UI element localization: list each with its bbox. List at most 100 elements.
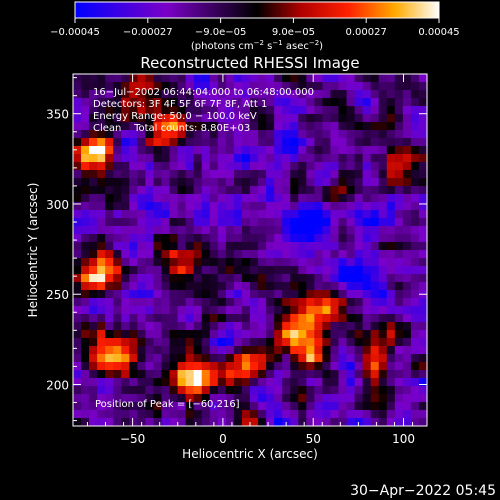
heatmap-cell <box>306 362 315 371</box>
heatmap-cell <box>137 202 147 211</box>
heatmap-cell <box>193 234 203 243</box>
heatmap-cell <box>201 354 211 363</box>
heatmap-cell <box>193 290 203 299</box>
heatmap-cell <box>185 202 195 211</box>
heatmap-cell <box>290 242 299 251</box>
heatmap-cell <box>73 258 82 267</box>
heatmap-cell <box>370 370 380 379</box>
heatmap-cell <box>201 82 211 91</box>
heatmap-cell <box>338 298 348 307</box>
heatmap-cell <box>73 178 82 187</box>
heatmap-cell <box>81 130 90 139</box>
heatmap-cell <box>338 290 348 299</box>
heatmap-cell <box>314 90 324 99</box>
heatmap-cell <box>386 242 396 251</box>
heatmap-cell <box>193 402 203 411</box>
heatmap-cell <box>177 282 187 291</box>
heatmap-cell <box>177 154 187 163</box>
heatmap-cell <box>378 234 388 243</box>
heatmap-cell <box>322 226 332 235</box>
heatmap-cell <box>250 162 259 171</box>
heatmap-cell <box>129 290 138 299</box>
heatmap-cell <box>113 138 122 147</box>
heatmap-cell <box>105 106 114 115</box>
heatmap-cell <box>250 258 259 267</box>
heatmap-cell <box>378 410 388 419</box>
heatmap-cell <box>185 178 195 187</box>
heatmap-cell <box>121 338 130 347</box>
heatmap-cell <box>290 106 299 115</box>
heatmap-cell <box>209 186 219 195</box>
heatmap-cell <box>73 314 82 323</box>
heatmap-cell <box>169 90 179 99</box>
heatmap-cell <box>129 138 138 147</box>
heatmap-cell <box>81 322 90 331</box>
heatmap-cell <box>209 290 219 299</box>
heatmap-cell <box>153 98 163 107</box>
heatmap-cell <box>354 146 364 155</box>
heatmap-cell <box>306 98 315 107</box>
heatmap-cell <box>97 218 106 227</box>
heatmap-cell <box>161 282 171 291</box>
heatmap-cell <box>410 290 420 299</box>
heatmap-cell <box>354 274 364 283</box>
heatmap-cell <box>322 106 332 115</box>
heatmap-cell <box>410 274 420 283</box>
heatmap-cell <box>73 242 82 251</box>
heatmap-cell <box>394 322 404 331</box>
x-tick-label: −50 <box>120 432 145 446</box>
heatmap-cell <box>306 330 315 339</box>
heatmap-cell <box>113 298 122 307</box>
heatmap-cell <box>298 330 307 339</box>
heatmap-cell <box>298 250 307 259</box>
heatmap-cell <box>153 354 163 363</box>
heatmap-cell <box>201 290 211 299</box>
heatmap-cell <box>402 378 412 387</box>
heatmap-cell <box>89 410 98 419</box>
heatmap-cell <box>217 170 227 179</box>
heatmap-cell <box>193 410 203 419</box>
heatmap-cell <box>113 218 122 227</box>
heatmap-cell <box>258 418 267 426</box>
heatmap-cell <box>169 306 179 315</box>
heatmap-cell <box>402 266 412 275</box>
heatmap-cell <box>81 202 90 211</box>
heatmap-cell <box>314 410 324 419</box>
colorbar-tick-label: −0.00045 <box>50 27 100 38</box>
heatmap-cell <box>161 82 171 91</box>
heatmap-cell <box>402 314 412 323</box>
heatmap-cell <box>193 194 203 203</box>
heatmap-cell <box>274 346 283 355</box>
heatmap-cell <box>113 266 122 275</box>
heatmap-cell <box>282 322 291 331</box>
heatmap-cell <box>129 322 138 331</box>
heatmap-cell <box>121 146 130 155</box>
y-axis-label: Heliocentric Y (arcsec) <box>26 183 40 318</box>
heatmap-cell <box>354 418 364 426</box>
heatmap-cell <box>282 370 291 379</box>
heatmap-cell <box>290 354 299 363</box>
heatmap-cell <box>402 402 412 411</box>
heatmap-cell <box>250 410 259 419</box>
heatmap-cell <box>241 290 251 299</box>
heatmap-cell <box>105 290 114 299</box>
heatmap-cell <box>145 234 155 243</box>
heatmap-cell <box>338 322 348 331</box>
heatmap-cell <box>201 178 211 187</box>
heatmap-cell <box>89 354 98 363</box>
heatmap-cell <box>274 226 283 235</box>
heatmap-cell <box>105 178 114 187</box>
heatmap-cell <box>266 218 275 227</box>
heatmap-cell <box>306 386 315 395</box>
heatmap-cell <box>161 242 171 251</box>
heatmap-cell <box>266 186 275 195</box>
heatmap-cell <box>410 178 420 187</box>
heatmap-cell <box>386 194 396 203</box>
heatmap-cell <box>193 170 203 179</box>
heatmap-cell <box>105 242 114 251</box>
heatmap-cell <box>354 338 364 347</box>
heatmap-cell <box>410 394 420 403</box>
heatmap-cell <box>266 306 275 315</box>
heatmap-cell <box>217 362 227 371</box>
heatmap-cell <box>314 322 324 331</box>
